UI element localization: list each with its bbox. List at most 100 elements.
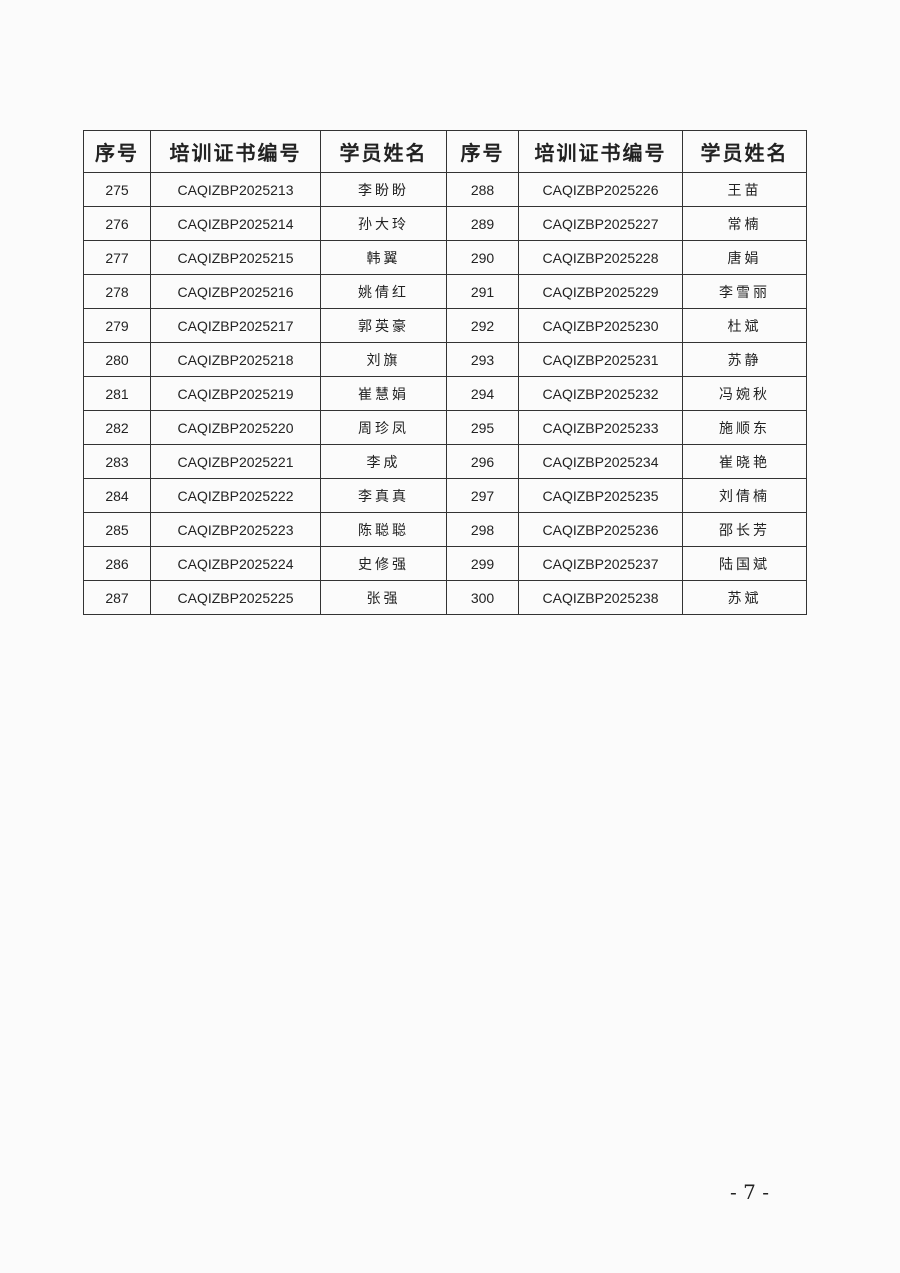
certificate-number: CAQIZBP2025227 (518, 206, 683, 241)
certificate-number: CAQIZBP2025216 (150, 274, 321, 309)
table-row: 287 CAQIZBP2025225 张强 300 CAQIZBP2025238 苏斌 (83, 580, 807, 615)
serial-number: 296 (446, 444, 519, 479)
trainee-name: 常楠 (682, 206, 807, 241)
serial-number: 278 (83, 274, 151, 309)
column-header: 培训证书编号 (150, 130, 321, 173)
certificate-number: CAQIZBP2025223 (150, 512, 321, 547)
column-header: 学员姓名 (320, 130, 447, 173)
trainee-name: 李盼盼 (320, 172, 447, 207)
trainee-name: 韩翼 (320, 240, 447, 275)
table-row: 286 CAQIZBP2025224 史修强 299 CAQIZBP2025237 陆国斌 (83, 546, 807, 581)
certificate-number: CAQIZBP2025213 (150, 172, 321, 207)
serial-number: 276 (83, 206, 151, 241)
certificate-number: CAQIZBP2025222 (150, 478, 321, 513)
trainee-name: 陈聪聪 (320, 512, 447, 547)
table-row: 280 CAQIZBP2025218 刘旗 293 CAQIZBP2025231 苏静 (83, 342, 807, 377)
certificate-number: CAQIZBP2025221 (150, 444, 321, 479)
column-header: 学员姓名 (682, 130, 807, 173)
trainee-name: 邵长芳 (682, 512, 807, 547)
certificate-number: CAQIZBP2025229 (518, 274, 683, 309)
trainee-name: 李真真 (320, 478, 447, 513)
trainee-name: 王苗 (682, 172, 807, 207)
certificate-number: CAQIZBP2025214 (150, 206, 321, 241)
header-row: 序号 培训证书编号 学员姓名 序号 培训证书编号 学员姓名 (83, 130, 807, 173)
serial-number: 282 (83, 410, 151, 445)
serial-number: 289 (446, 206, 519, 241)
certificate-number: CAQIZBP2025237 (518, 546, 683, 581)
serial-number: 291 (446, 274, 519, 309)
serial-number: 288 (446, 172, 519, 207)
table-row: 285 CAQIZBP2025223 陈聪聪 298 CAQIZBP2025236 邵长芳 (83, 512, 807, 547)
serial-number: 281 (83, 376, 151, 411)
certificate-number: CAQIZBP2025219 (150, 376, 321, 411)
serial-number: 283 (83, 444, 151, 479)
serial-number: 294 (446, 376, 519, 411)
trainee-name: 崔晓艳 (682, 444, 807, 479)
trainee-name: 孙大玲 (320, 206, 447, 241)
serial-number: 275 (83, 172, 151, 207)
serial-number: 287 (83, 580, 151, 615)
trainee-name: 李成 (320, 444, 447, 479)
table-row: 282 CAQIZBP2025220 周珍凤 295 CAQIZBP2025233 施顺东 (83, 410, 807, 445)
table-row: 281 CAQIZBP2025219 崔慧娟 294 CAQIZBP2025232 冯婉秋 (83, 376, 807, 411)
column-header: 序号 (446, 130, 519, 173)
trainee-name: 郭英豪 (320, 308, 447, 343)
trainee-name: 苏静 (682, 342, 807, 377)
certificate-number: CAQIZBP2025228 (518, 240, 683, 275)
certificate-number: CAQIZBP2025218 (150, 342, 321, 377)
serial-number: 285 (83, 512, 151, 547)
certificate-number: CAQIZBP2025231 (518, 342, 683, 377)
serial-number: 299 (446, 546, 519, 581)
table-row: 284 CAQIZBP2025222 李真真 297 CAQIZBP2025235 刘倩楠 (83, 478, 807, 513)
trainee-name: 张强 (320, 580, 447, 615)
certificate-number: CAQIZBP2025236 (518, 512, 683, 547)
serial-number: 279 (83, 308, 151, 343)
certificate-number: CAQIZBP2025238 (518, 580, 683, 615)
certificate-number: CAQIZBP2025220 (150, 410, 321, 445)
certificate-number: CAQIZBP2025225 (150, 580, 321, 615)
certificate-number: CAQIZBP2025215 (150, 240, 321, 275)
table-row: 278 CAQIZBP2025216 姚倩红 291 CAQIZBP2025229 李雪丽 (83, 274, 807, 309)
serial-number: 297 (446, 478, 519, 513)
serial-number: 277 (83, 240, 151, 275)
table-row: 283 CAQIZBP2025221 李成 296 CAQIZBP2025234 崔晓艳 (83, 444, 807, 479)
serial-number: 290 (446, 240, 519, 275)
certificate-number: CAQIZBP2025233 (518, 410, 683, 445)
column-header: 序号 (83, 130, 151, 173)
serial-number: 292 (446, 308, 519, 343)
table-row: 279 CAQIZBP2025217 郭英豪 292 CAQIZBP2025230 杜斌 (83, 308, 807, 343)
page-number: - 7 - (730, 1180, 769, 1204)
trainee-name: 崔慧娟 (320, 376, 447, 411)
trainee-name: 陆国斌 (682, 546, 807, 581)
certificate-number: CAQIZBP2025234 (518, 444, 683, 479)
trainee-name: 施顺东 (682, 410, 807, 445)
certificate-number: CAQIZBP2025230 (518, 308, 683, 343)
certificate-number: CAQIZBP2025217 (150, 308, 321, 343)
table-row: 276 CAQIZBP2025214 孙大玲 289 CAQIZBP2025227 常楠 (83, 206, 807, 241)
serial-number: 300 (446, 580, 519, 615)
certificate-number: CAQIZBP2025235 (518, 478, 683, 513)
serial-number: 280 (83, 342, 151, 377)
certificate-number: CAQIZBP2025224 (150, 546, 321, 581)
trainee-name: 苏斌 (682, 580, 807, 615)
table-row: 277 CAQIZBP2025215 韩翼 290 CAQIZBP2025228 唐娟 (83, 240, 807, 275)
trainee-name: 周珍凤 (320, 410, 447, 445)
trainee-name: 冯婉秋 (682, 376, 807, 411)
serial-number: 293 (446, 342, 519, 377)
serial-number: 298 (446, 512, 519, 547)
trainee-name: 唐娟 (682, 240, 807, 275)
serial-number: 295 (446, 410, 519, 445)
trainee-name: 李雪丽 (682, 274, 807, 309)
table-row: 275 CAQIZBP2025213 李盼盼 288 CAQIZBP2025226 王苗 (83, 172, 807, 207)
trainee-name: 史修强 (320, 546, 447, 581)
certificate-number: CAQIZBP2025226 (518, 172, 683, 207)
certificate-number: CAQIZBP2025232 (518, 376, 683, 411)
trainee-name: 姚倩红 (320, 274, 447, 309)
column-header: 培训证书编号 (518, 130, 683, 173)
trainee-name: 杜斌 (682, 308, 807, 343)
serial-number: 286 (83, 546, 151, 581)
serial-number: 284 (83, 478, 151, 513)
trainee-name: 刘倩楠 (682, 478, 807, 513)
trainee-name: 刘旗 (320, 342, 447, 377)
trainee-certificate-table: 序号 培训证书编号 学员姓名 序号 培训证书编号 学员姓名 275 CAQIZBP20252… (83, 130, 807, 615)
